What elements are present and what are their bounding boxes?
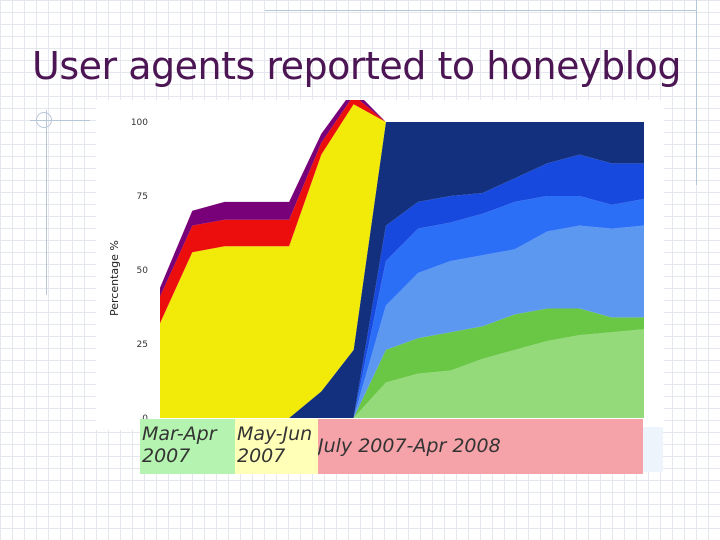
area-series-1 [160,329,644,418]
decorative-circle-icon [36,112,52,128]
stacked-area-chart: 1007550250 [131,100,644,424]
y-tick-label: 25 [137,340,148,350]
y-axis-label: Percentage % [108,240,121,316]
area-series-2 [160,308,644,418]
period-label-jul-2007-apr-2008: July 2007-Apr 2008 [318,419,643,474]
period-label-line: July 2007-Apr 2008 [318,435,501,457]
area-series-3 [160,225,644,418]
y-tick-label: 100 [131,118,148,128]
period-label-mar-apr-2007: Mar-Apr 2007 [140,419,235,474]
y-tick-label: 50 [137,266,149,276]
period-label-line: 2007 [237,445,286,467]
decorative-rule-mid [30,120,90,121]
area-series-6 [160,122,644,418]
period-label-may-jun-2007: May-Jun 2007 [235,419,318,474]
period-label-line: 2007 [142,445,191,467]
decorative-rule-left [46,110,47,295]
slide-title: User agents reported to honeyblog [32,44,682,88]
period-label-line: May-Jun [237,423,313,445]
y-tick-label: 75 [137,192,148,202]
area-series-5 [160,154,644,418]
area-series-4 [160,196,644,418]
area-series-7 [160,104,644,418]
decorative-rule-right [696,0,697,185]
chart-area: 1007550250 [96,100,664,430]
period-label-line: Mar-Apr [142,423,217,445]
decorative-rule-top [265,10,697,11]
label-strip-edge [643,427,663,472]
